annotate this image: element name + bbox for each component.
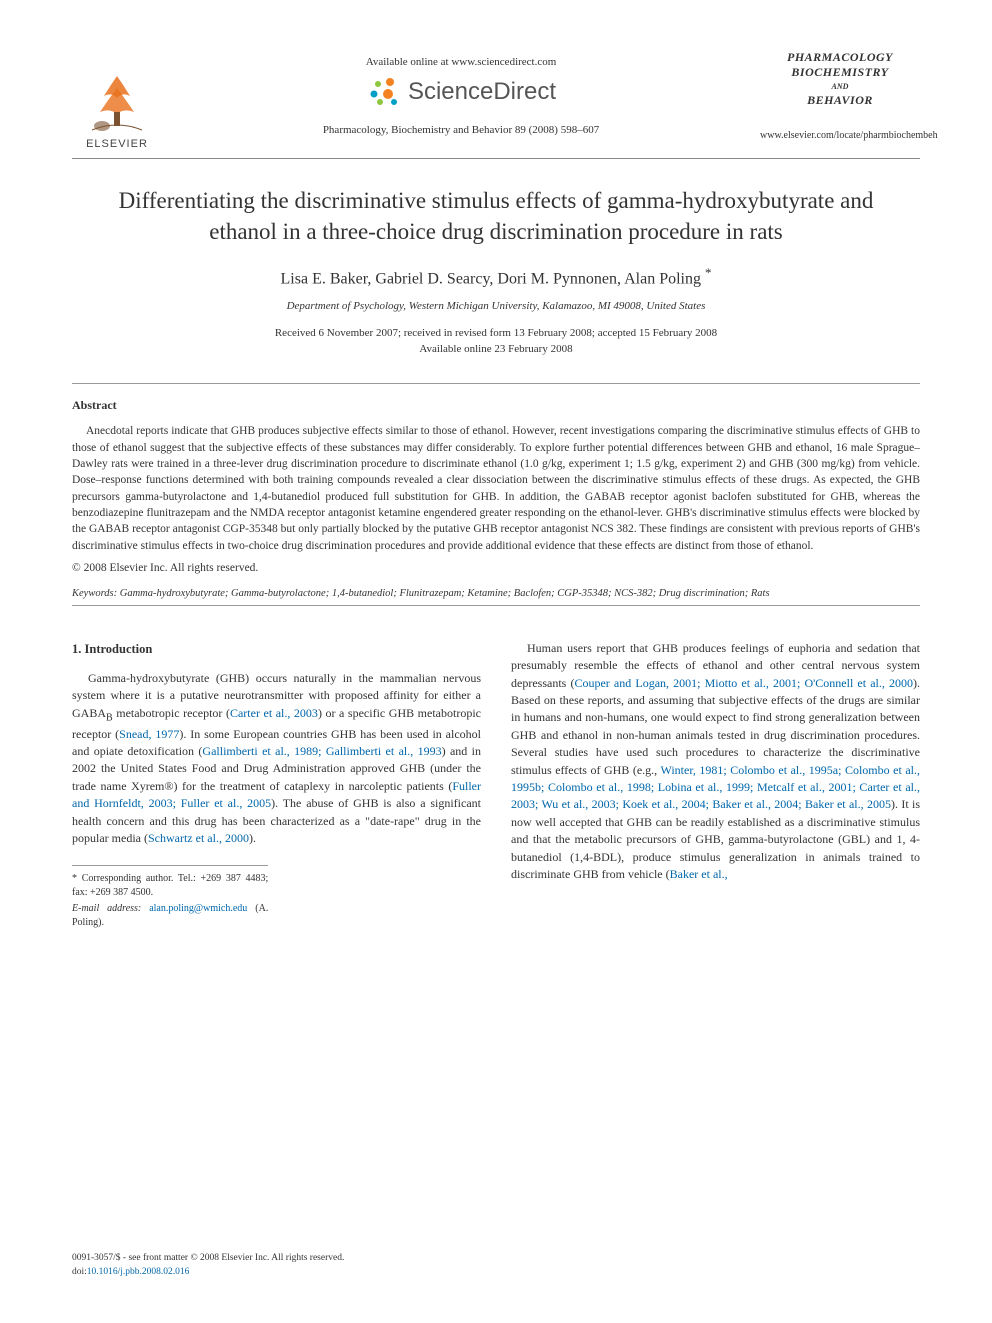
column-right: Human users report that GHB produces fee…	[511, 640, 920, 933]
ref-link[interactable]: Schwartz et al., 2000	[148, 831, 249, 845]
authors: Lisa E. Baker, Gabriel D. Searcy, Dori M…	[72, 265, 920, 288]
ref-link[interactable]: Baker et al.,	[670, 867, 728, 881]
available-online-text: Available online at www.sciencedirect.co…	[162, 56, 760, 68]
elsevier-tree-icon	[82, 68, 152, 138]
abstract-bottom-rule	[72, 605, 920, 606]
journal-title-box: PHARMACOLOGY BIOCHEMISTRY AND BEHAVIOR w…	[760, 50, 920, 141]
abstract-body: Anecdotal reports indicate that GHB prod…	[72, 423, 920, 554]
column-left: 1. Introduction Gamma-hydroxybutyrate (G…	[72, 640, 481, 933]
article-dates: Received 6 November 2007; received in re…	[72, 326, 920, 357]
affiliation: Department of Psychology, Western Michig…	[72, 300, 920, 312]
sciencedirect-icon	[366, 74, 402, 110]
center-header: Available online at www.sciencedirect.co…	[162, 50, 760, 136]
ref-link[interactable]: Gallimberti et al., 1989; Gallimberti et…	[202, 744, 441, 758]
journal-name-and: AND	[760, 82, 920, 91]
dates-line2: Available online 23 February 2008	[72, 342, 920, 357]
ref-link[interactable]: Carter et al., 2003	[230, 706, 318, 720]
journal-citation: Pharmacology, Biochemistry and Behavior …	[162, 124, 760, 136]
bottom-meta: 0091-3057/$ - see front matter © 2008 El…	[72, 1252, 344, 1279]
journal-url: www.elsevier.com/locate/pharmbiochembeh	[760, 130, 920, 141]
corresponding-author-note: * Corresponding author. Tel.: +269 387 4…	[72, 872, 268, 900]
section-heading-intro: 1. Introduction	[72, 640, 481, 658]
email-label: E-mail address:	[72, 903, 141, 914]
keywords: Keywords: Gamma-hydroxybutyrate; Gamma-b…	[72, 588, 920, 599]
ref-link[interactable]: Snead, 1977	[119, 727, 179, 741]
abstract-heading: Abstract	[72, 398, 920, 413]
footnotes: * Corresponding author. Tel.: +269 387 4…	[72, 865, 268, 930]
page-header: ELSEVIER Available online at www.science…	[72, 50, 920, 150]
email-link[interactable]: alan.poling@wmich.edu	[149, 903, 247, 914]
elsevier-label: ELSEVIER	[86, 138, 148, 150]
email-line: E-mail address: alan.poling@wmich.edu (A…	[72, 902, 268, 930]
authors-list: Lisa E. Baker, Gabriel D. Searcy, Dori M…	[281, 270, 701, 287]
journal-name-line2: BIOCHEMISTRY	[760, 65, 920, 80]
keywords-list: Gamma-hydroxybutyrate; Gamma-butyrolacto…	[120, 588, 770, 599]
front-matter-line: 0091-3057/$ - see front matter © 2008 El…	[72, 1252, 344, 1265]
journal-name-line3: BEHAVIOR	[760, 93, 920, 108]
intro-paragraph-2: Human users report that GHB produces fee…	[511, 640, 920, 883]
dates-line1: Received 6 November 2007; received in re…	[72, 326, 920, 341]
intro-paragraph-1: Gamma-hydroxybutyrate (GHB) occurs natur…	[72, 670, 481, 847]
body-columns: 1. Introduction Gamma-hydroxybutyrate (G…	[72, 640, 920, 933]
sciencedirect-logo: ScienceDirect	[366, 74, 556, 110]
header-rule	[72, 158, 920, 159]
doi-line: doi:10.1016/j.pbb.2008.02.016	[72, 1266, 344, 1279]
corresponding-mark: *	[705, 265, 712, 280]
elsevier-logo: ELSEVIER	[72, 50, 162, 150]
keywords-label: Keywords:	[72, 588, 117, 599]
article-title: Differentiating the discriminative stimu…	[92, 185, 900, 247]
doi-label: doi:	[72, 1267, 87, 1277]
sciencedirect-text: ScienceDirect	[408, 78, 556, 106]
abstract-copyright: © 2008 Elsevier Inc. All rights reserved…	[72, 562, 920, 574]
journal-name-line1: PHARMACOLOGY	[760, 50, 920, 65]
abstract-top-rule	[72, 383, 920, 384]
doi-link[interactable]: 10.1016/j.pbb.2008.02.016	[87, 1267, 190, 1277]
ref-link[interactable]: Couper and Logan, 2001; Miotto et al., 2…	[574, 676, 913, 690]
